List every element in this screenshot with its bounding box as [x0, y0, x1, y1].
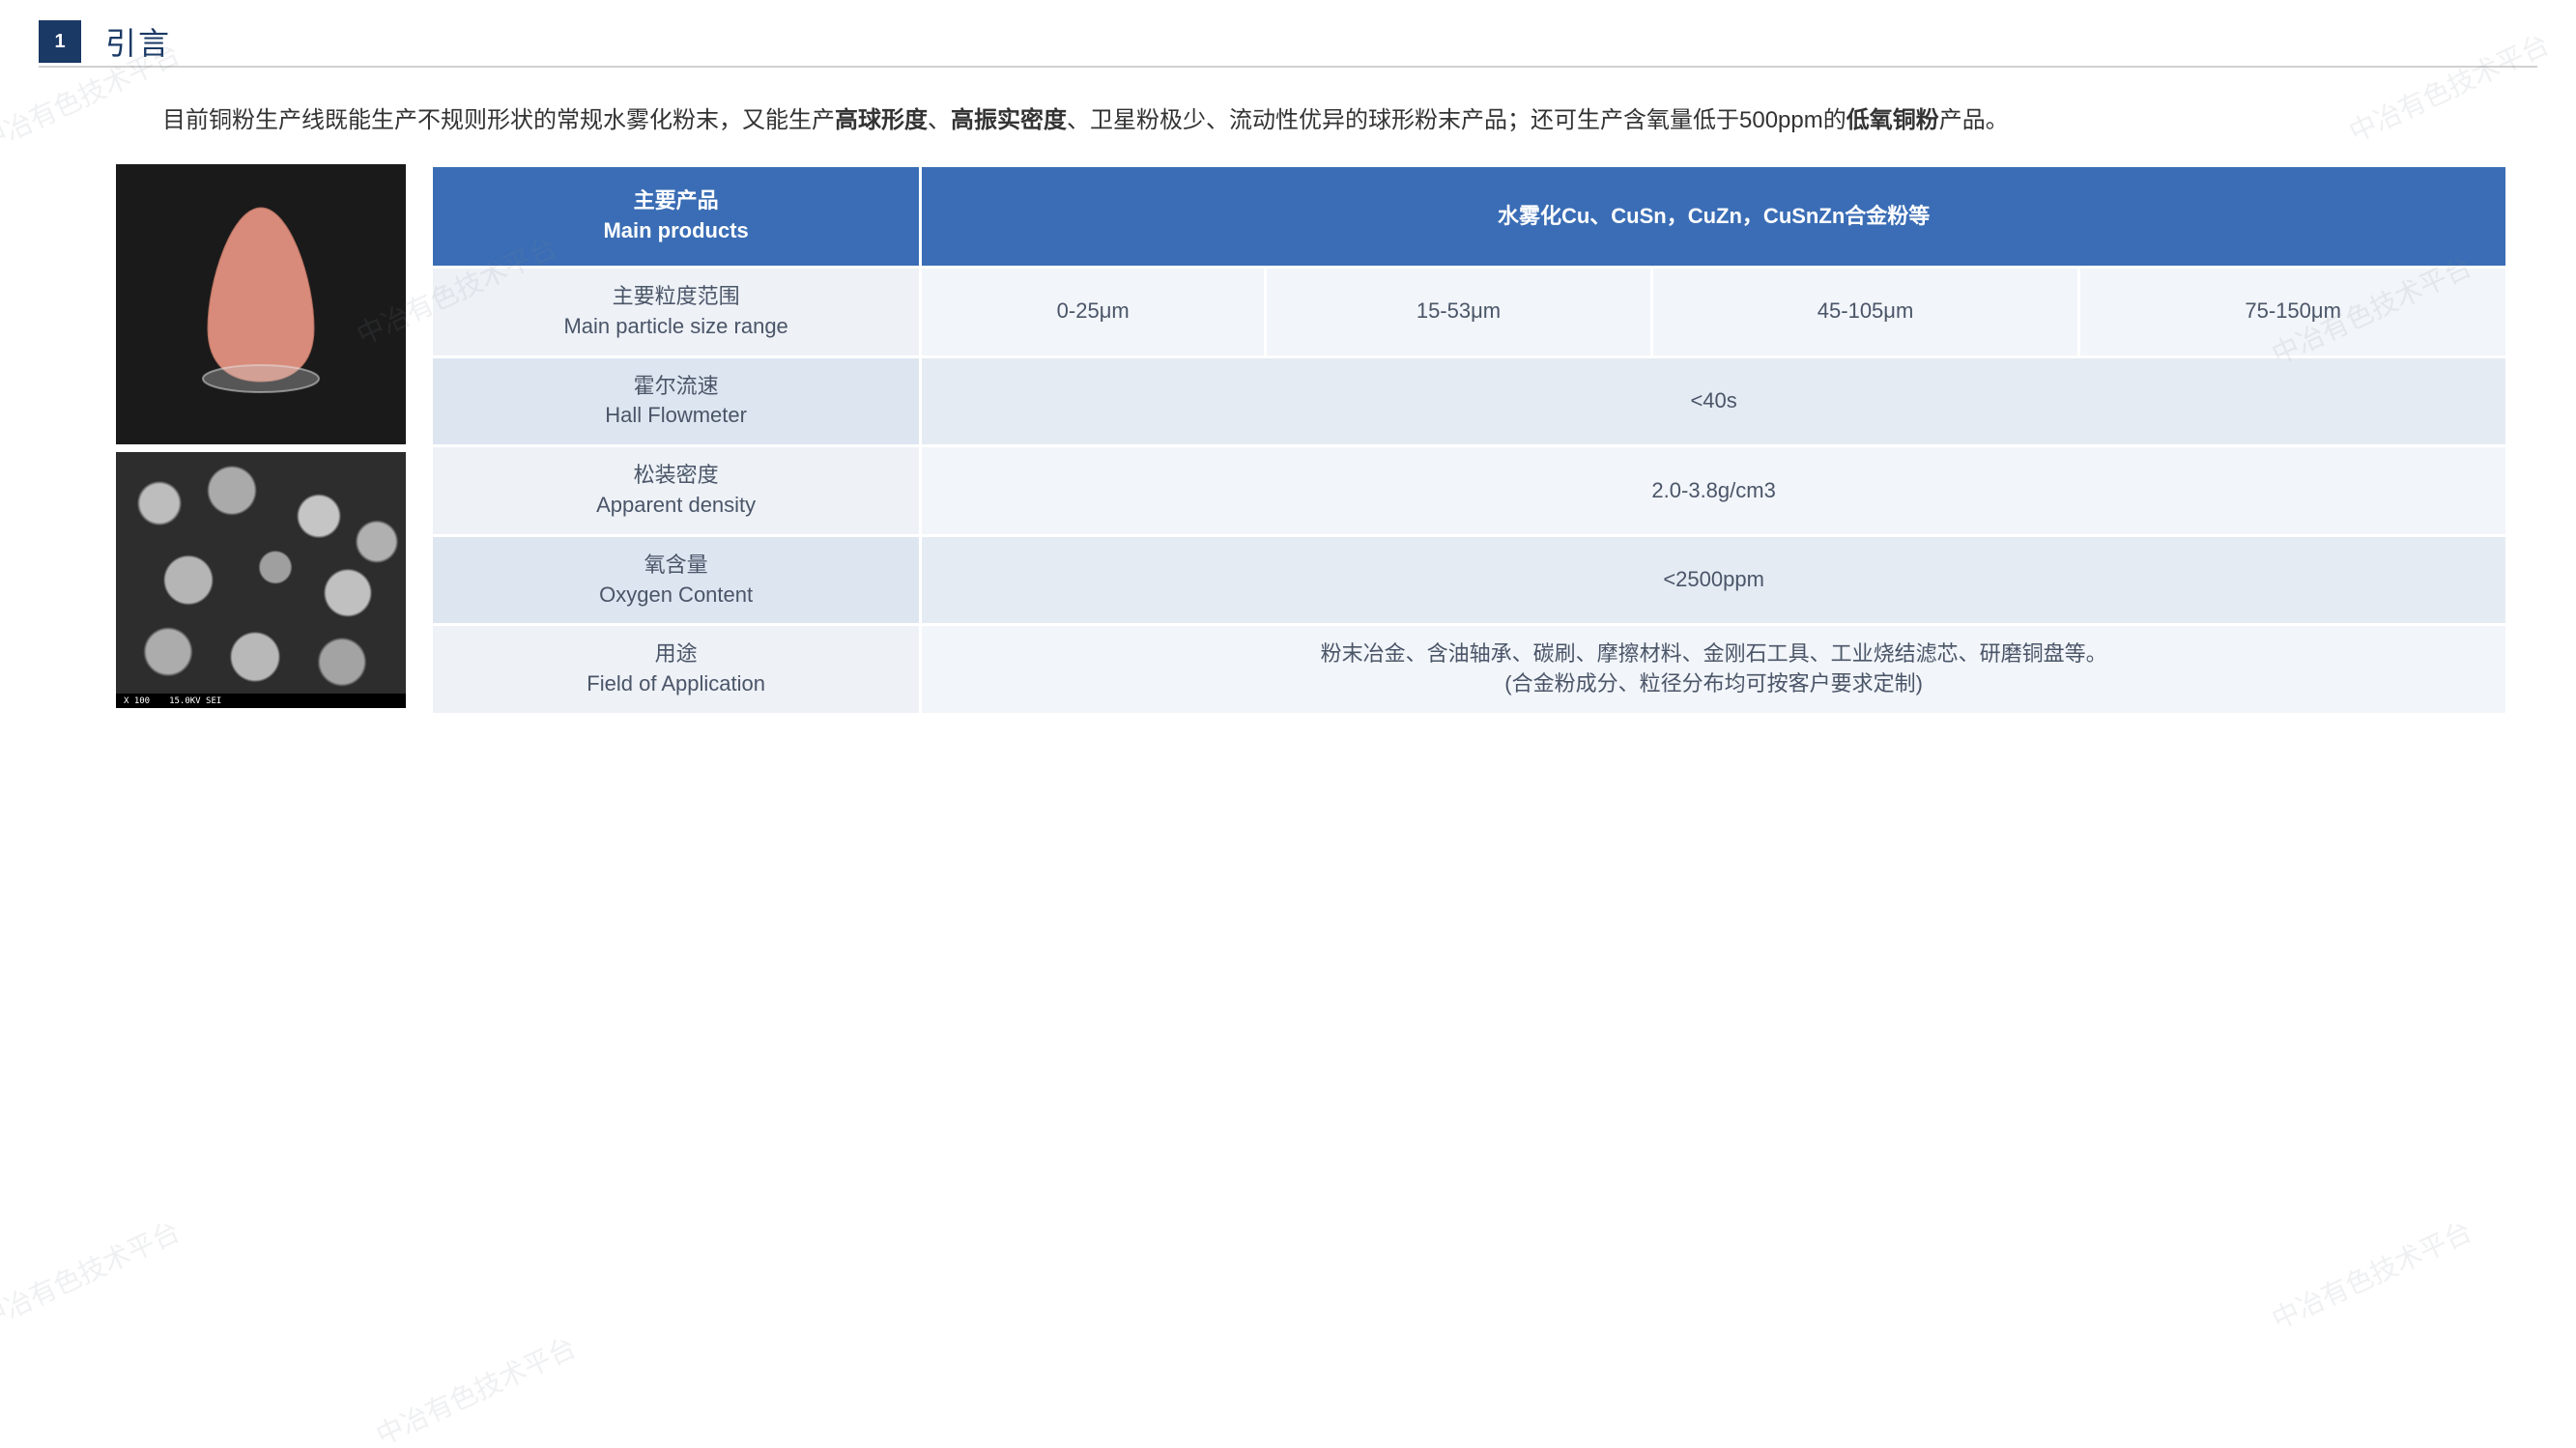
th-product-list: 水雾化Cu、CuSn，CuZn，CuSnZn合金粉等: [921, 166, 2507, 268]
intro-bold: 高球形度: [835, 107, 928, 133]
intro-paragraph: 目前铜粉生产线既能生产不规则形状的常规水雾化粉末，又能生产高球形度、高振实密度、…: [116, 97, 2508, 145]
cell: 75-150μm: [2079, 267, 2507, 356]
label-en: Main particle size range: [444, 312, 907, 342]
table-row: 松装密度 Apparent density 2.0-3.8g/cm3: [432, 446, 2507, 536]
row-label: 霍尔流速 Hall Flowmeter: [432, 356, 921, 446]
sem-texture: [116, 452, 406, 708]
intro-bold: 高振实密度: [951, 107, 1067, 133]
row-label: 松装密度 Apparent density: [432, 446, 921, 536]
intro-segment: 、: [928, 107, 951, 133]
th-en: Main products: [444, 216, 907, 246]
cell-merged: <2500ppm: [921, 535, 2507, 625]
table-row: 主要粒度范围 Main particle size range 0-25μm 1…: [432, 267, 2507, 356]
product-table: 主要产品 Main products 水雾化Cu、CuSn，CuZn，CuSnZ…: [430, 164, 2508, 716]
section-number-badge: 1: [39, 20, 81, 63]
cell-line: 粉末冶金、含油轴承、碳刷、摩擦材料、金刚石工具、工业烧结滤芯、研磨铜盘等。: [933, 639, 2494, 669]
intro-bold: 低氧铜粉: [1846, 107, 1939, 133]
row-label: 用途 Field of Application: [432, 625, 921, 715]
label-zh: 主要粒度范围: [444, 282, 907, 312]
watermark: 中冶有色技术平台: [0, 1211, 186, 1338]
table-row: 霍尔流速 Hall Flowmeter <40s: [432, 356, 2507, 446]
label-zh: 用途: [444, 639, 907, 669]
product-photo-sem: X 100 15.0KV SEI: [116, 452, 406, 708]
th-zh: 主要产品: [444, 186, 907, 216]
table-row: 用途 Field of Application 粉末冶金、含油轴承、碳刷、摩擦材…: [432, 625, 2507, 715]
label-en: Field of Application: [444, 669, 907, 699]
label-en: Oxygen Content: [444, 581, 907, 610]
row-label: 主要粒度范围 Main particle size range: [432, 267, 921, 356]
intro-segment: 、卫星粉极少、流动性优异的球形粉末产品；还可生产含氧量低于500ppm的: [1067, 107, 1846, 133]
content-row: X 100 15.0KV SEI 主要产品 Main products 水雾化C…: [116, 164, 2508, 716]
label-zh: 氧含量: [444, 551, 907, 581]
watermark: 中冶有色技术平台: [2265, 1211, 2477, 1338]
cell: 0-25μm: [921, 267, 1266, 356]
intro-segment: 目前铜粉生产线既能生产不规则形状的常规水雾化粉末，又能生产: [162, 107, 835, 133]
product-photo-flask: [116, 164, 406, 444]
row-label: 氧含量 Oxygen Content: [432, 535, 921, 625]
watermark: 中冶有色技术平台: [369, 1327, 582, 1448]
table-row: 氧含量 Oxygen Content <2500ppm: [432, 535, 2507, 625]
cell: 15-53μm: [1266, 267, 1652, 356]
cell-merged: <40s: [921, 356, 2507, 446]
sem-kv: 15.0KV SEI: [169, 696, 221, 706]
label-en: Apparent density: [444, 491, 907, 521]
cell-merged: 2.0-3.8g/cm3: [921, 446, 2507, 536]
label-zh: 霍尔流速: [444, 372, 907, 402]
sem-scalebar: X 100 15.0KV SEI: [116, 694, 406, 708]
label-zh: 松装密度: [444, 461, 907, 491]
flask-icon: [184, 203, 338, 396]
section-title: 引言: [105, 19, 171, 64]
table-header-row: 主要产品 Main products 水雾化Cu、CuSn，CuZn，CuSnZ…: [432, 166, 2507, 268]
sem-mag: X 100: [124, 696, 150, 706]
cell-merged: 粉末冶金、含油轴承、碳刷、摩擦材料、金刚石工具、工业烧结滤芯、研磨铜盘等。 (合…: [921, 625, 2507, 715]
cell: 45-105μm: [1651, 267, 2079, 356]
image-column: X 100 15.0KV SEI: [116, 164, 406, 708]
th-main-products: 主要产品 Main products: [432, 166, 921, 268]
label-en: Hall Flowmeter: [444, 401, 907, 431]
cell-line: (合金粉成分、粒径分布均可按客户要求定制): [933, 669, 2494, 699]
intro-segment: 产品。: [1939, 107, 2009, 133]
section-header: 1 引言: [39, 19, 2537, 68]
